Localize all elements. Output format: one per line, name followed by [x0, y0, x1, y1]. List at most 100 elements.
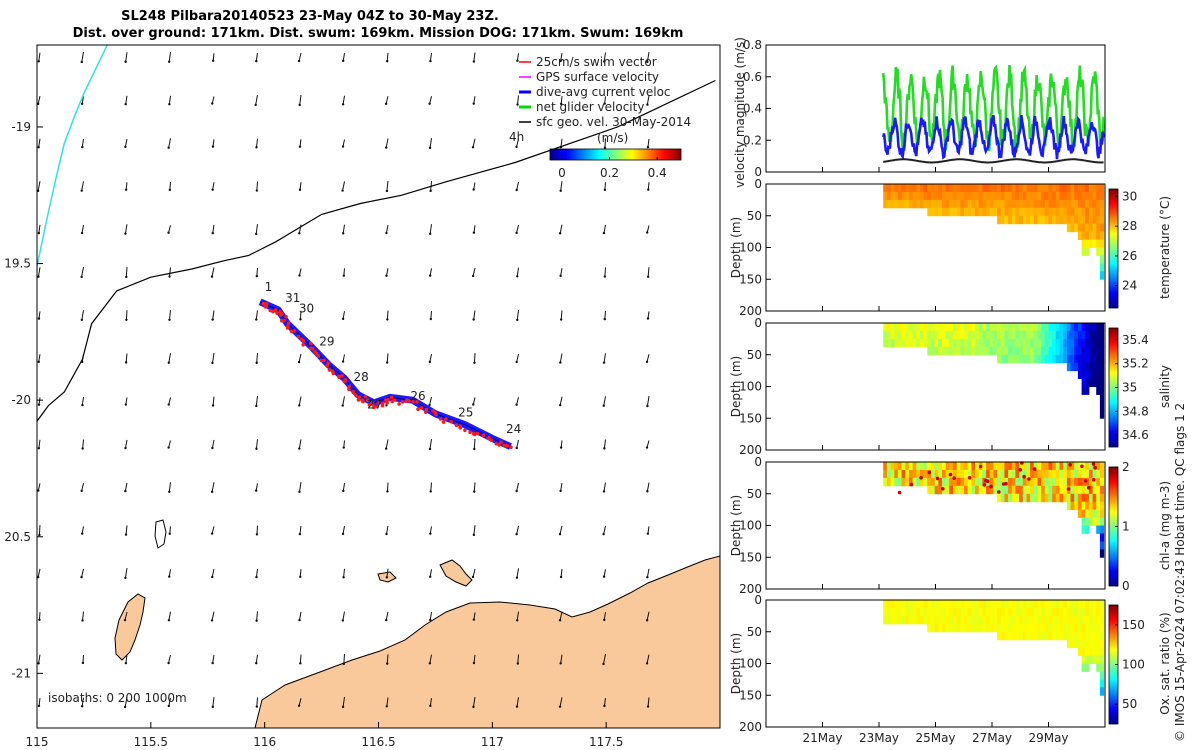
- legend-net-glider-velocity: net glider velocity: [536, 100, 644, 114]
- profile-cell: [993, 338, 998, 348]
- current-vector-head: [646, 145, 650, 149]
- current-vector-head: [428, 102, 431, 105]
- current-vector: [299, 654, 302, 664]
- profile-cell: [912, 469, 917, 479]
- swim-vector-dot: [438, 417, 443, 421]
- profile-cell: [1030, 199, 1035, 209]
- profile-cell: [894, 477, 899, 487]
- profile-cell: [1088, 215, 1094, 225]
- current-vector-head: [81, 661, 85, 665]
- current-vector-head: [515, 145, 518, 149]
- profile-cell: [949, 191, 954, 201]
- profile-cell: [1096, 338, 1101, 348]
- profile-cell: [997, 323, 1002, 332]
- profile-cell: [1022, 469, 1027, 479]
- day-label: 28: [353, 370, 368, 384]
- profile-cell: [956, 330, 961, 340]
- profile-cell: [1063, 485, 1068, 495]
- profile-cell: [1099, 323, 1105, 332]
- current-vector: [125, 353, 128, 363]
- current-vector-head: [80, 705, 84, 708]
- profile-cell: [1099, 501, 1105, 511]
- profile-cell: [938, 207, 943, 217]
- vector-time-label: 4h: [509, 130, 524, 144]
- profile-cell: [1011, 207, 1016, 217]
- current-vector-head: [472, 188, 475, 191]
- current-vector: [256, 353, 258, 363]
- profile-cell: [1085, 615, 1090, 625]
- profile-cell: [1099, 485, 1105, 495]
- profile-cell: [997, 615, 1002, 625]
- current-vector-head: [37, 60, 40, 63]
- profile-cell: [908, 330, 914, 340]
- profile-cell: [901, 184, 906, 193]
- profile-cell: [1063, 631, 1068, 641]
- current-vector-head: [299, 318, 302, 321]
- profile-cell: [1059, 600, 1064, 609]
- profile-cell: [1030, 323, 1035, 332]
- map-x-tick-label: 115.5: [134, 735, 168, 749]
- swim-vector-dot: [309, 341, 313, 346]
- current-vector: [604, 267, 606, 277]
- profile-cell: [1092, 517, 1097, 526]
- profile-cell: [934, 600, 939, 609]
- profile-cell: [923, 615, 928, 625]
- current-vector: [211, 611, 215, 621]
- profile-cell: [1074, 223, 1079, 233]
- profile-cell: [1000, 607, 1005, 617]
- swim-vector-dot: [497, 443, 502, 447]
- current-vector: [603, 353, 606, 363]
- profile-cell: [1074, 191, 1079, 201]
- swim-vector-dot: [285, 326, 290, 330]
- profile-cell: [1092, 631, 1097, 641]
- current-vector: [81, 568, 84, 578]
- profile-cell: [1011, 462, 1016, 471]
- profile-cell: [986, 323, 991, 332]
- profile-cell: [1092, 607, 1097, 617]
- current-vector-head: [80, 231, 84, 235]
- current-vector-head: [515, 231, 518, 235]
- current-vector: [212, 654, 215, 664]
- profile-cell: [883, 323, 888, 332]
- profile-cell: [1074, 600, 1079, 609]
- chl-high-point: [927, 470, 932, 475]
- profile-cell: [1074, 199, 1079, 209]
- profile-cell: [920, 330, 925, 340]
- profile-cell: [1015, 607, 1020, 617]
- profile-cell: [964, 346, 969, 356]
- current-vector: [82, 439, 84, 449]
- profile-cell: [1070, 207, 1075, 217]
- current-vector-head: [472, 318, 475, 321]
- current-vector-head: [298, 618, 301, 622]
- profile-cell: [1033, 323, 1038, 332]
- profile-cell: [1019, 631, 1024, 641]
- profile-cbar-tick-label: 150: [1122, 618, 1145, 632]
- map-y-tick-label: -21: [11, 666, 31, 680]
- profile-cell: [1096, 247, 1101, 256]
- profile-cell: [978, 330, 983, 340]
- current-vector: [342, 354, 345, 362]
- profile-cell: [953, 485, 958, 495]
- current-vector: [646, 482, 650, 492]
- profile-cell: [997, 207, 1002, 217]
- profile-cell: [1085, 370, 1090, 379]
- profile-cell: [1037, 323, 1042, 332]
- current-vector-head: [646, 532, 650, 535]
- current-vector-head: [386, 490, 389, 493]
- profile-cell: [1074, 330, 1079, 340]
- profile-cell: [1004, 493, 1009, 503]
- profile-cell: [931, 184, 936, 193]
- profile-cell: [1015, 354, 1020, 364]
- profile-cell: [949, 607, 954, 617]
- current-vector: [646, 395, 650, 407]
- profile-cell: [1081, 231, 1086, 240]
- profile-cell: [942, 469, 947, 479]
- profile-cell: [1099, 271, 1105, 280]
- profile-cell: [894, 199, 899, 209]
- depth-tick-label: 0: [754, 316, 762, 330]
- profile-cell: [1019, 346, 1024, 356]
- current-vector-head: [428, 274, 432, 277]
- profile-cell: [1070, 477, 1075, 487]
- profile-cell: [890, 607, 895, 617]
